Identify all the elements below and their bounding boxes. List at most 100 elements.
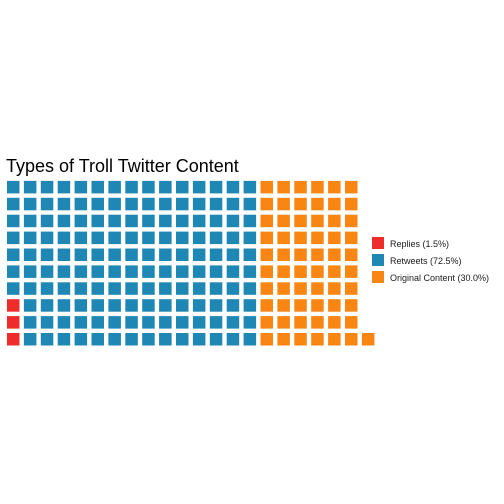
waffle-square-series-2 [311, 333, 324, 346]
waffle-square-series-1 [57, 231, 71, 245]
waffle-square-series-2 [345, 248, 358, 261]
waffle-square-series-1 [209, 197, 223, 211]
waffle-square-series-1 [57, 282, 71, 295]
waffle-square-series-1 [226, 197, 240, 211]
waffle-square-series-1 [192, 180, 206, 194]
waffle-square-series-1 [226, 316, 240, 329]
waffle-square-series-0 [7, 299, 20, 312]
waffle-square-series-0 [7, 333, 20, 346]
waffle-square-series-1 [192, 299, 206, 312]
legend-label-2: Original Content (30.0%) [390, 273, 489, 283]
waffle-square-series-1 [57, 197, 71, 211]
waffle-square-series-1 [226, 333, 240, 346]
waffle-square-series-1 [209, 180, 223, 194]
waffle-square-series-1 [125, 265, 138, 278]
waffle-square-series-1 [91, 282, 104, 295]
waffle-square-series-1 [142, 299, 155, 312]
waffle-square-series-2 [328, 248, 341, 261]
waffle-square-series-2 [277, 197, 290, 211]
waffle-square-series-1 [142, 197, 155, 211]
waffle-square-series-2 [294, 333, 307, 346]
waffle-square-series-0 [7, 316, 20, 329]
waffle-square-series-1 [125, 180, 138, 194]
waffle-square-series-1 [192, 282, 206, 295]
waffle-square-series-1 [108, 299, 121, 312]
waffle-square-series-2 [345, 214, 358, 228]
waffle-square-series-1 [74, 282, 88, 295]
waffle-square-series-1 [74, 214, 88, 228]
waffle-square-series-2 [345, 316, 358, 329]
waffle-square-series-1 [243, 333, 257, 346]
waffle-square-series-2 [311, 197, 324, 211]
waffle-square-series-1 [176, 316, 189, 329]
waffle-square-series-1 [108, 197, 121, 211]
waffle-square-series-2 [345, 231, 358, 245]
waffle-square-series-1 [226, 248, 240, 261]
waffle-square-series-1 [176, 231, 189, 245]
waffle-square-series-1 [159, 282, 172, 295]
waffle-square-series-1 [108, 316, 121, 329]
waffle-square-series-2 [311, 299, 324, 312]
waffle-square-series-2 [345, 333, 358, 346]
waffle-square-series-1 [243, 231, 257, 245]
waffle-square-series-2 [294, 197, 307, 211]
waffle-square-series-1 [57, 316, 71, 329]
waffle-square-series-1 [176, 282, 189, 295]
waffle-square-series-1 [159, 333, 172, 346]
waffle-square-series-1 [40, 316, 54, 329]
waffle-square-series-1 [243, 299, 257, 312]
legend: Replies (1.5%) Retweets (72.5%) Original C… [372, 237, 489, 283]
waffle-square-series-1 [91, 333, 104, 346]
waffle-square-series-1 [74, 231, 88, 245]
waffle-square-series-1 [159, 180, 172, 194]
waffle-square-series-1 [125, 333, 138, 346]
waffle-square-series-1 [142, 316, 155, 329]
waffle-square-series-2 [328, 299, 341, 312]
waffle-square-series-1 [91, 214, 104, 228]
waffle-square-series-1 [176, 248, 189, 261]
waffle-square-series-1 [108, 231, 121, 245]
waffle-square-series-1 [142, 214, 155, 228]
waffle-square-series-2 [277, 316, 290, 329]
waffle-square-series-2 [260, 316, 273, 329]
waffle-square-series-1 [108, 248, 121, 261]
waffle-square-series-1 [40, 299, 54, 312]
waffle-square-series-2 [294, 316, 307, 329]
waffle-square-series-1 [23, 248, 37, 261]
waffle-square-series-2 [260, 333, 273, 346]
waffle-square-series-1 [226, 265, 240, 278]
waffle-square-series-1 [159, 265, 172, 278]
waffle-square-series-1 [176, 299, 189, 312]
waffle-square-series-1 [57, 265, 71, 278]
waffle-square-series-1 [57, 333, 71, 346]
waffle-square-series-1 [176, 214, 189, 228]
waffle-square-series-1 [57, 299, 71, 312]
waffle-square-series-1 [142, 248, 155, 261]
waffle-square-series-2 [294, 180, 307, 194]
waffle-square-series-2 [277, 180, 290, 194]
waffle-square-series-1 [91, 197, 104, 211]
waffle-square-series-2 [294, 248, 307, 261]
waffle-square-series-1 [226, 231, 240, 245]
waffle-square-series-2 [311, 248, 324, 261]
waffle-square-series-1 [192, 214, 206, 228]
waffle-square-series-1 [243, 282, 257, 295]
waffle-square-series-1 [243, 180, 257, 194]
waffle-square-series-1 [192, 265, 206, 278]
waffle-square-series-1 [7, 231, 20, 245]
waffle-square-series-1 [23, 282, 37, 295]
waffle-square-series-2 [311, 214, 324, 228]
waffle-square-series-2 [345, 282, 358, 295]
waffle-square-series-1 [125, 248, 138, 261]
waffle-square-series-1 [7, 197, 20, 211]
waffle-square-series-1 [209, 265, 223, 278]
waffle-square-series-2 [260, 197, 273, 211]
waffle-square-series-1 [142, 282, 155, 295]
waffle-square-series-1 [40, 180, 54, 194]
waffle-square-series-2 [294, 231, 307, 245]
waffle-square-series-1 [23, 316, 37, 329]
waffle-square-series-2 [260, 265, 273, 278]
waffle-square-series-2 [260, 248, 273, 261]
waffle-square-series-2 [311, 180, 324, 194]
waffle-square-series-1 [159, 316, 172, 329]
